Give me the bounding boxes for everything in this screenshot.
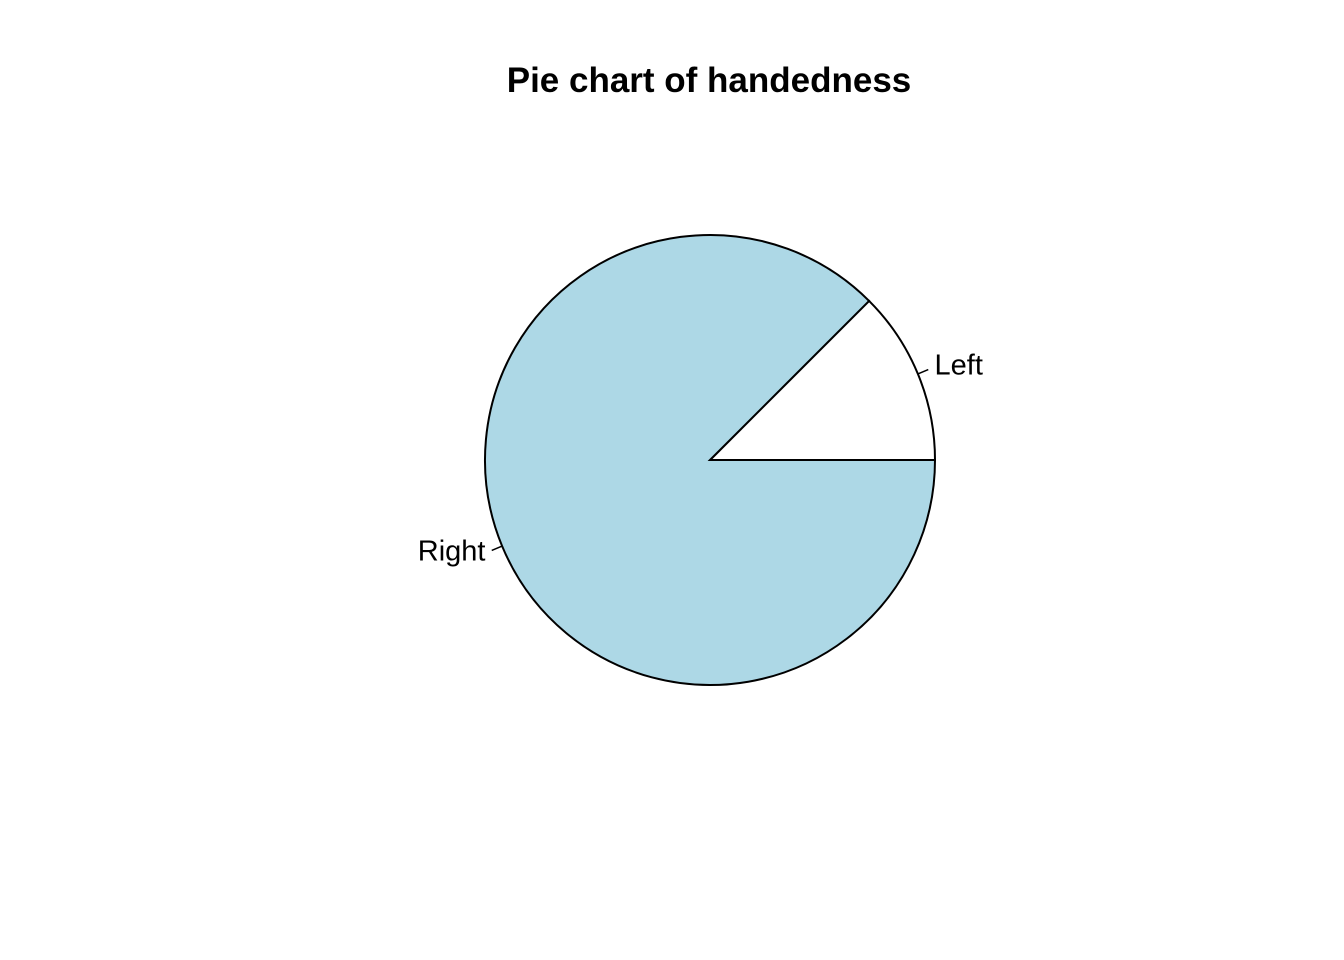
slice-label-right: Right — [418, 536, 486, 568]
label-tick-left — [917, 368, 929, 375]
pie-slice-right — [484, 234, 937, 686]
slice-label-left: Left — [935, 350, 983, 382]
chart-title: Pie chart of handedness — [507, 61, 912, 100]
pie-slice-left — [707, 299, 937, 461]
pie-slices — [484, 234, 937, 686]
label-tick-right — [491, 545, 503, 552]
pie-labels: Left Right — [418, 350, 983, 568]
